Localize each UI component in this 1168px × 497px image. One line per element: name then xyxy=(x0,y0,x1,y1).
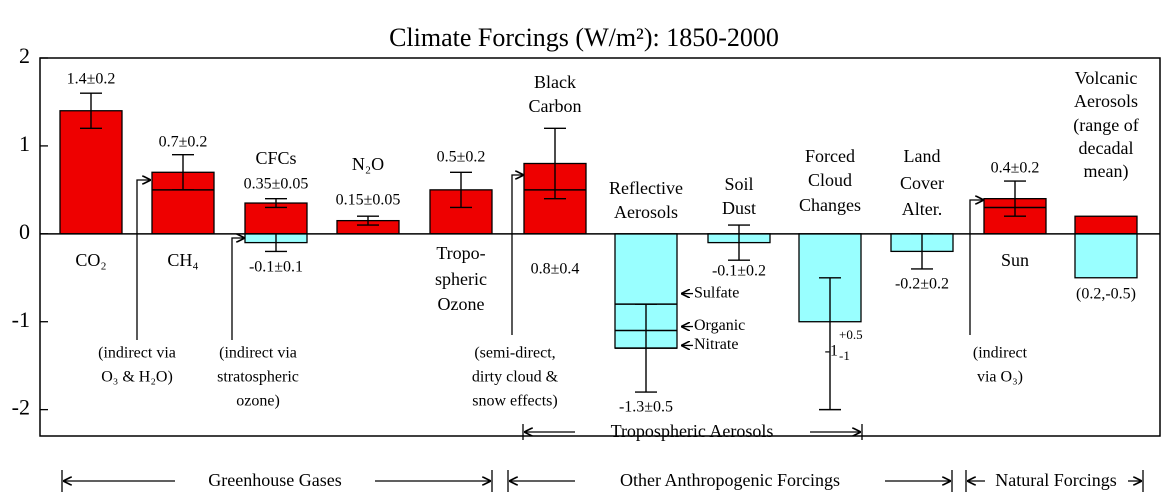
category-label: spheric xyxy=(435,269,487,289)
category-label: Forced xyxy=(805,146,855,166)
category-label: Tropo- xyxy=(436,243,485,263)
note: stratospheric xyxy=(217,369,299,386)
note: (indirect via xyxy=(219,345,297,362)
note: dirty cloud & xyxy=(472,369,559,386)
value-label: -1 xyxy=(825,343,838,360)
category-label: Land xyxy=(904,146,941,166)
category-label: CFCs xyxy=(255,148,296,168)
note: O₃ & H₂O) xyxy=(101,369,173,386)
category-label: Cover xyxy=(900,173,944,193)
component-label: Nitrate xyxy=(694,336,738,353)
y-tick-label: 1 xyxy=(19,131,30,156)
group-label: Natural Forcings xyxy=(995,470,1116,490)
bar xyxy=(1074,233,1138,279)
value-label: -0.1±0.1 xyxy=(249,259,303,276)
category-label: Black xyxy=(534,72,576,92)
bar xyxy=(1074,215,1138,235)
category-label: CH₄ xyxy=(167,250,198,270)
category-label: mean) xyxy=(1084,161,1129,182)
category-label: N₂O xyxy=(352,154,384,174)
value-label-sup: +0.5 xyxy=(839,327,863,342)
y-tick-label: 2 xyxy=(19,43,30,68)
error-bar xyxy=(728,224,750,261)
category-label: Volcanic xyxy=(1075,68,1138,88)
category-label: Soil xyxy=(724,174,753,194)
annotation-lines xyxy=(61,175,1144,492)
category-label: Ozone xyxy=(438,294,485,314)
bar xyxy=(59,110,123,235)
y-tick-label: -1 xyxy=(12,307,30,332)
chart-title: Climate Forcings (W/m²): 1850-2000 xyxy=(389,23,779,52)
note: (semi-direct, xyxy=(474,345,555,362)
note: ozone) xyxy=(236,393,280,410)
category-label: Cloud xyxy=(808,170,852,190)
value-label: -0.2±0.2 xyxy=(895,276,949,293)
value-label: 0.4±0.2 xyxy=(991,160,1040,177)
category-label: CO₂ xyxy=(75,250,106,270)
note: (indirect via xyxy=(98,345,176,362)
error-bar xyxy=(80,92,102,130)
error-bar xyxy=(450,171,472,209)
category-label: Aerosols xyxy=(614,202,678,222)
category-label: Sun xyxy=(1001,250,1029,270)
category-label: Changes xyxy=(799,195,861,215)
value-label: 0.15±0.05 xyxy=(336,192,401,209)
error-bar xyxy=(819,277,841,411)
category-label: Dust xyxy=(722,198,756,218)
y-tick-label: -2 xyxy=(12,395,30,420)
category-label: Reflective xyxy=(609,178,683,198)
error-bar xyxy=(1004,180,1026,217)
group-label: Other Anthropogenic Forcings xyxy=(620,470,840,490)
error-bar xyxy=(357,215,379,226)
value-label: 0.7±0.2 xyxy=(159,134,208,151)
category-label: Alter. xyxy=(902,199,943,219)
error-bar xyxy=(265,197,287,209)
category-label: Aerosols xyxy=(1074,91,1138,111)
value-label: 0.35±0.05 xyxy=(244,176,309,193)
plot-frame xyxy=(39,57,1161,437)
value-label: 0.5±0.2 xyxy=(437,149,486,166)
group-label: Greenhouse Gases xyxy=(208,470,341,490)
note: via O₃) xyxy=(977,369,1023,386)
value-label: -1.3±0.5 xyxy=(619,399,673,416)
value-label: 0.8±0.4 xyxy=(531,261,580,278)
category-label: decadal xyxy=(1079,138,1134,158)
value-label: 1.4±0.2 xyxy=(67,71,116,88)
category-label: (range of xyxy=(1073,115,1138,136)
error-bar xyxy=(544,127,566,200)
note: (indirect xyxy=(973,345,1028,362)
group-label: Tropospheric Aerosols xyxy=(611,421,774,441)
category-label: Carbon xyxy=(529,96,582,116)
value-label: (0.2,-0.5) xyxy=(1076,286,1136,303)
component-label: Organic xyxy=(694,317,745,334)
component-label: Sulfate xyxy=(694,284,739,301)
y-tick-label: 0 xyxy=(19,219,30,244)
value-label: -0.1±0.2 xyxy=(712,263,766,280)
note: snow effects) xyxy=(472,393,557,410)
value-label-sub: -1 xyxy=(839,348,850,363)
